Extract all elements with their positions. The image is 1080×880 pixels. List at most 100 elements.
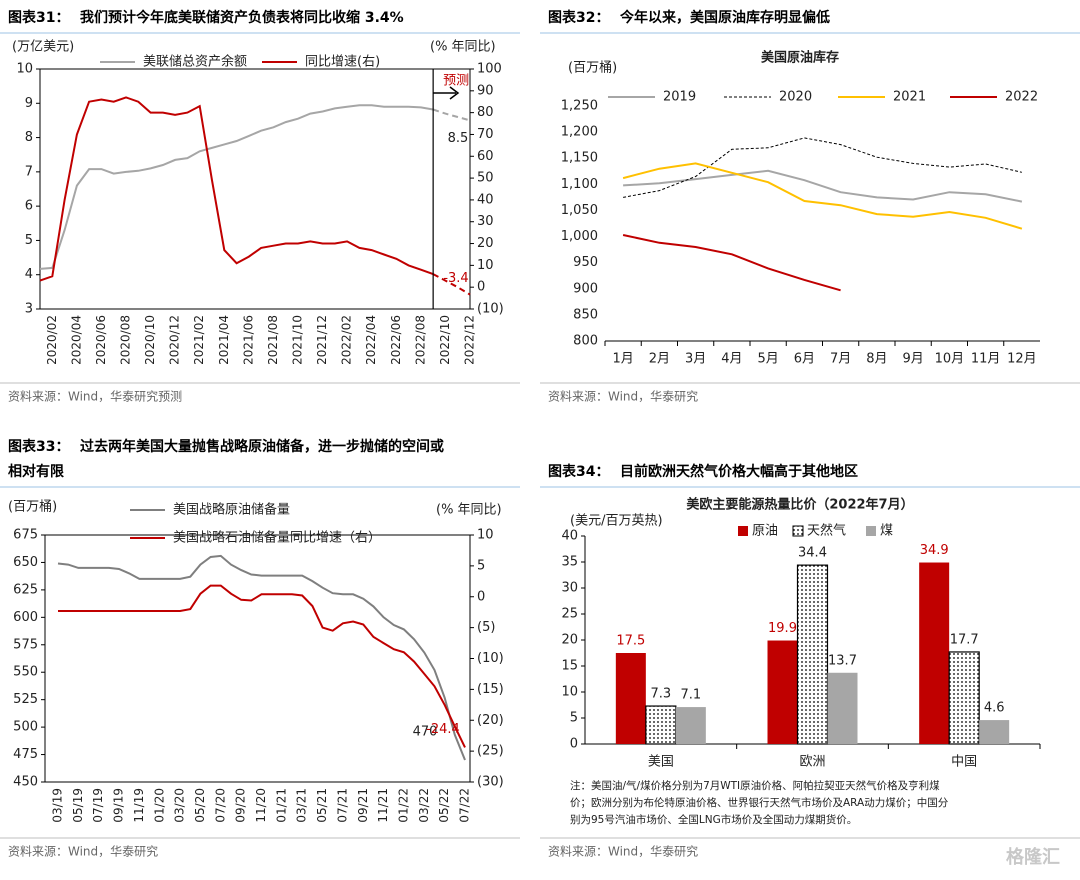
y-tick-label: 950 xyxy=(573,255,598,270)
x-tick-label: 11/20 xyxy=(254,788,268,823)
source: 资料来源：Wind，华泰研究 xyxy=(548,389,698,404)
y-tick-label: 3 xyxy=(25,302,33,317)
y2-tick-label: (20) xyxy=(477,713,504,728)
y-tick-label: 1,200 xyxy=(561,125,598,140)
series-line xyxy=(623,169,1023,203)
x-tick-label: 中国 xyxy=(951,755,977,770)
x-tick-label: 11/21 xyxy=(376,788,390,823)
x-tick-label: 07/22 xyxy=(458,788,472,823)
legend-label: 美国战略石油储备量同比增速（右） xyxy=(173,530,381,546)
y-tick-label: 1,000 xyxy=(561,229,598,244)
bar xyxy=(979,720,1010,744)
x-tick-label: 2022/12 xyxy=(463,315,477,365)
y-tick-label: 30 xyxy=(561,581,578,596)
y-tick-label: 6 xyxy=(25,199,33,214)
y-tick-label: 850 xyxy=(573,307,598,322)
y-tick-label: 650 xyxy=(13,555,38,570)
y2-tick-label: 0 xyxy=(477,280,485,295)
x-tick-label: 03/22 xyxy=(417,788,431,823)
y-tick-label: 450 xyxy=(13,775,38,790)
y2-tick-label: 40 xyxy=(477,192,494,207)
figure-label: 图表34： xyxy=(548,463,609,480)
x-tick-label: 2020/08 xyxy=(119,315,133,365)
legend-label: 2019 xyxy=(663,90,696,105)
y-tick-label: 5 xyxy=(25,233,33,248)
y2-tick-label: 5 xyxy=(477,558,485,573)
x-tick-label: 2022/06 xyxy=(389,315,403,365)
y2-tick-label: 70 xyxy=(477,127,494,142)
data-label: 470 xyxy=(413,725,438,740)
x-tick-label: 2021/02 xyxy=(192,315,206,365)
bar xyxy=(675,707,706,744)
legend-label: 天然气 xyxy=(807,523,846,539)
series-line xyxy=(622,162,1023,230)
x-tick-label: 2021/06 xyxy=(241,315,255,365)
figure-title: 我们预计今年底美联储资产负债表将同比收缩 3.4% xyxy=(80,9,404,26)
x-tick-label: 01/20 xyxy=(152,788,166,823)
chart-subtitle: 美欧主要能源热量比价（2022年7月） xyxy=(686,497,913,513)
y2-tick-label: (15) xyxy=(477,682,504,697)
series-line xyxy=(622,234,841,292)
data-label: 17.5 xyxy=(616,634,645,649)
figure-label: 图表31： xyxy=(8,9,69,26)
figure-label: 图表32： xyxy=(548,9,609,26)
source: 资料来源：Wind，华泰研究 xyxy=(8,844,158,859)
x-tick-label: 9月 xyxy=(902,352,923,367)
y-tick-label: 40 xyxy=(561,529,578,544)
x-tick-label: 09/19 xyxy=(112,788,126,823)
series-line xyxy=(432,108,471,122)
x-tick-label: 11月 xyxy=(971,352,1001,367)
data-label: 17.7 xyxy=(950,632,979,647)
x-tick-label: 2020/10 xyxy=(143,315,157,365)
legend-label: 2020 xyxy=(779,90,812,105)
x-tick-label: 1月 xyxy=(612,352,633,367)
legend-label: 美联储总资产余额 xyxy=(143,54,247,70)
x-tick-label: 05/22 xyxy=(437,788,451,823)
legend-swatch xyxy=(866,526,876,536)
figure-title: 相对有限 xyxy=(8,463,64,480)
figure-label: 图表33： xyxy=(8,438,69,455)
x-tick-label: 01/21 xyxy=(274,788,288,823)
y-axis-label: (美元/百万英热) xyxy=(570,514,663,529)
data-label: 8.5 xyxy=(448,131,469,146)
data-label: -3.4 xyxy=(443,271,468,286)
x-tick-label: 12月 xyxy=(1007,352,1037,367)
data-label: -24.4 xyxy=(426,722,460,737)
bar xyxy=(948,651,980,745)
x-tick-label: 10月 xyxy=(935,352,965,367)
x-tick-label: 2021/10 xyxy=(291,315,305,365)
y2-tick-label: 30 xyxy=(477,214,494,229)
plot-frame xyxy=(44,534,471,783)
x-tick-label: 09/21 xyxy=(356,788,370,823)
series-line xyxy=(39,96,434,282)
y-tick-label: 1,050 xyxy=(561,203,598,218)
y2-tick-label: 80 xyxy=(477,105,494,120)
y-tick-label: 25 xyxy=(561,607,578,622)
x-tick-label: 07/19 xyxy=(91,788,105,823)
bar xyxy=(919,562,950,744)
legend-swatch xyxy=(738,526,748,536)
x-tick-label: 美国 xyxy=(648,755,674,770)
y2-tick-label: 60 xyxy=(477,149,494,164)
forecast-arrow xyxy=(433,86,460,100)
y2-axis-label: (% 年同比) xyxy=(436,503,502,518)
data-label: 7.1 xyxy=(680,688,701,703)
legend-label: 同比增速(右) xyxy=(305,55,380,70)
plot-frame xyxy=(39,68,471,310)
figure-title: 今年以来，美国原油库存明显偏低 xyxy=(619,9,830,26)
series-line xyxy=(39,104,434,270)
x-tick-label: 7月 xyxy=(830,352,851,367)
x-tick-label: 09/20 xyxy=(234,788,248,823)
x-tick-label: 2月 xyxy=(649,352,670,367)
x-tick-label: 07/21 xyxy=(335,788,349,823)
y-tick-label: 15 xyxy=(561,659,578,674)
note: 别为95号汽油市场价、全国LNG市场价及全国动力煤期货价。 xyxy=(570,813,857,826)
source: 资料来源：Wind，华泰研究预测 xyxy=(8,389,182,404)
x-tick-label: 05/20 xyxy=(193,788,207,823)
bar xyxy=(796,564,829,745)
y-axis-label: (百万桶) xyxy=(568,61,617,76)
y2-axis-label: (% 年同比) xyxy=(430,40,496,55)
x-tick-label: 2020/04 xyxy=(69,315,83,365)
y2-tick-label: 90 xyxy=(477,83,494,98)
y-tick-label: 8 xyxy=(25,130,33,145)
